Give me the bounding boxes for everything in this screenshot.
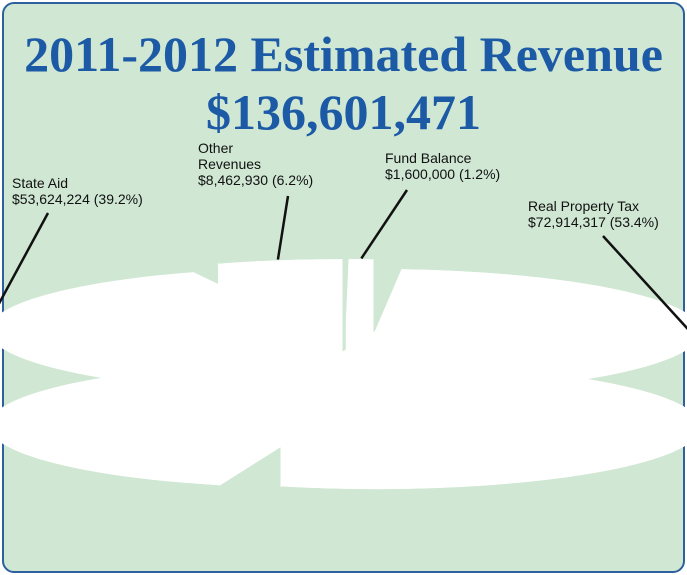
leader-line: [276, 195, 290, 260]
chart-title: 2011-2012 Estimated Revenue: [24, 26, 663, 82]
leader-line: [360, 189, 409, 260]
slice-face: [216, 259, 343, 323]
value-label: $1,600,000 (1.2%): [385, 166, 501, 182]
value-label: $72,914,317 (53.4%): [528, 214, 659, 230]
leader-line: [0, 212, 50, 305]
slice-label: State Aid: [12, 175, 69, 191]
chart-subtitle: $136,601,471: [206, 84, 481, 140]
pie-slice: [279, 269, 687, 490]
slice-label: Fund Balance: [385, 150, 472, 166]
slice-face: [279, 269, 687, 395]
value-label: $8,462,930 (6.2%): [198, 172, 314, 188]
leader-line: [602, 235, 687, 330]
value-label: $53,624,224 (39.2%): [12, 191, 143, 207]
slice-label: Other Revenues: [198, 140, 262, 172]
slice-label: Real Property Tax: [528, 198, 640, 214]
slice-face: [345, 259, 374, 322]
